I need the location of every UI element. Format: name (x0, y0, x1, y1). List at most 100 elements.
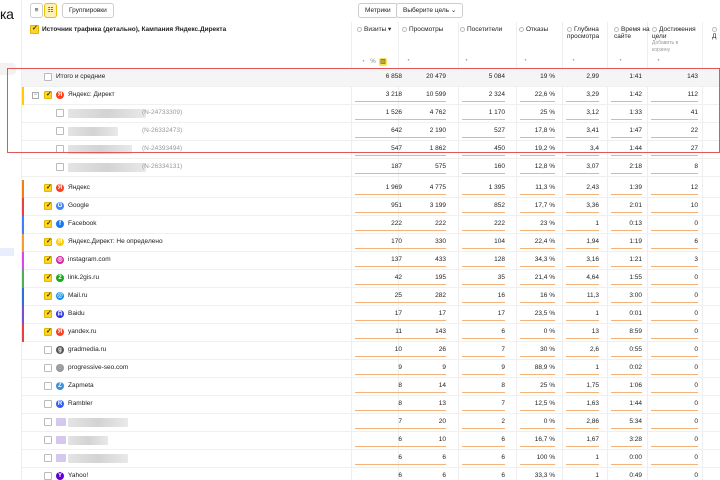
row-label[interactable]: (N-24393494) (142, 145, 183, 152)
table-row[interactable]: (N-26334131) 187 575 160 12,8 % 3,07 2:18 8 (22, 159, 720, 177)
table-row[interactable]: Я Яндекс.Директ: Не определено 170 330 104 22… (22, 234, 720, 252)
grouping-button[interactable]: Группировки (62, 3, 114, 18)
row-label[interactable]: (N-24733309) (142, 109, 183, 116)
row-label[interactable]: Facebook (68, 220, 97, 227)
column-header[interactable]: Просмотры (402, 26, 446, 33)
row-checkbox[interactable] (44, 454, 52, 462)
row-checkbox[interactable] (44, 183, 52, 192)
row-label[interactable]: Rambler (68, 400, 93, 407)
table-row[interactable]: Y Yahoo! 6 6 6 33,3 % 1 0:49 0 (22, 468, 720, 480)
table-row[interactable]: − Я Яндекс: Директ 3 218 10 599 2 324 22,6 % 3,… (22, 87, 720, 105)
row-checkbox[interactable] (44, 418, 52, 426)
table-row[interactable]: Я Яндекс 1 969 4 775 1 395 11,3 % 2,43 1:39 12 (22, 180, 720, 198)
row-label[interactable]: (N-26334131) (142, 163, 183, 170)
pie-chart-icon[interactable]: ◔ (361, 59, 365, 65)
column-info-icon[interactable] (519, 27, 524, 32)
table-row[interactable]: ◌ progressive-seo.com 9 9 9 88,9 % 1 0:02 0 (22, 360, 720, 378)
table-row[interactable]: g gradmedia.ru 10 26 7 30 % 2,6 0:55 0 (22, 342, 720, 360)
column-info-icon[interactable] (652, 27, 657, 32)
row-checkbox[interactable] (44, 382, 52, 390)
row-checkbox[interactable] (44, 346, 52, 354)
table-row[interactable]: Z Zapmeta 8 14 8 25 % 1,75 1:06 0 (22, 378, 720, 396)
percent-icon[interactable]: % (370, 59, 376, 65)
tree-view-icon[interactable]: ☷ (44, 3, 57, 18)
row-checkbox[interactable] (56, 145, 64, 153)
table-row[interactable]: @ Mail.ru 25 282 16 16 % 11,3 3:00 0 (22, 288, 720, 306)
pie-chart-icon[interactable]: ◔ (406, 58, 410, 64)
table-row[interactable]: 6 10 6 16,7 % 1,67 3:28 0 (22, 432, 720, 450)
row-checkbox[interactable] (44, 237, 52, 246)
row-label[interactable]: Яндекс.Директ: Не определено (68, 238, 163, 245)
pie-chart-icon[interactable]: ◔ (523, 58, 527, 64)
column-header[interactable]: Отказы (519, 26, 563, 33)
row-checkbox[interactable] (56, 109, 64, 117)
row-checkbox[interactable] (56, 163, 64, 171)
pie-chart-icon[interactable]: ◔ (618, 58, 622, 64)
row-label[interactable]: yandex.ru (68, 328, 97, 335)
table-row[interactable]: 6 6 6 100 % 1 0:00 0 (22, 450, 720, 468)
row-label[interactable]: gradmedia.ru (68, 346, 107, 353)
metrics-button[interactable]: Метрики (358, 3, 398, 18)
column-header[interactable]: Глубина просмотра (567, 26, 611, 40)
column-header[interactable]: Д (712, 26, 720, 40)
row-label[interactable]: instagram.com (68, 256, 111, 263)
table-row[interactable]: (N-26332473) 642 2 190 527 17,8 % 3,41 1:47 22 (22, 123, 720, 141)
row-checkbox[interactable] (44, 327, 52, 336)
sort-desc-icon[interactable]: ▾ (386, 26, 392, 33)
column-info-icon[interactable] (567, 27, 572, 32)
row-checkbox[interactable] (44, 472, 52, 480)
row-checkbox[interactable] (44, 436, 52, 444)
column-header[interactable]: Время на сайте (614, 26, 658, 40)
column-info-icon[interactable] (402, 27, 407, 32)
row-checkbox[interactable] (44, 90, 52, 99)
row-label[interactable]: Zapmeta (68, 382, 94, 389)
table-row[interactable]: 百 Baidu 17 17 17 23,5 % 1 0:01 0 (22, 306, 720, 324)
column-header[interactable]: Посетители (460, 26, 504, 33)
column-info-icon[interactable] (614, 27, 619, 32)
row-checkbox[interactable] (44, 400, 52, 408)
table-row[interactable]: (N-24393494) 547 1 862 450 19,2 % 3,4 1:44 27 (22, 141, 720, 159)
column-info-icon[interactable] (357, 27, 362, 32)
select-all-checkbox[interactable] (30, 24, 39, 34)
row-label[interactable]: Baidu (68, 310, 85, 317)
row-label[interactable]: Яндекс (68, 184, 90, 191)
collapse-toggle[interactable]: − (32, 92, 39, 99)
goal-select[interactable]: Выберите цель ⌄ (396, 3, 464, 18)
row-checkbox[interactable] (44, 219, 52, 228)
sidebar-active-item[interactable] (0, 63, 16, 75)
row-checkbox[interactable] (44, 309, 52, 318)
column-header[interactable]: Визиты ▾ (357, 26, 401, 33)
pie-chart-icon[interactable]: ◔ (464, 58, 468, 64)
row-label[interactable]: Яндекс: Директ (68, 91, 115, 98)
column-header[interactable]: Достижения цели Добавить в корзину (652, 26, 696, 54)
row-label[interactable]: progressive-seo.com (68, 364, 129, 371)
table-row[interactable]: R Rambler 8 13 7 12,5 % 1,63 1:44 0 (22, 396, 720, 414)
totals-row[interactable]: Итого и средние 6 858 20 479 5 084 19 % 2,99 1… (22, 69, 720, 87)
pie-chart-icon[interactable]: ◔ (571, 58, 575, 64)
row-checkbox[interactable] (44, 273, 52, 282)
row-label[interactable]: Yahoo! (68, 472, 89, 479)
row-label[interactable]: (N-26332473) (142, 127, 183, 134)
table-row[interactable]: ◎ instagram.com 137 433 128 34,3 % 3,16 1:21 3 (22, 252, 720, 270)
row-checkbox[interactable] (44, 73, 52, 81)
list-view-icon[interactable]: ≡ (30, 3, 43, 18)
row-checkbox[interactable] (44, 291, 52, 300)
row-label[interactable]: link.2gis.ru (68, 274, 100, 281)
row-checkbox[interactable] (44, 364, 52, 372)
row-checkbox[interactable] (44, 201, 52, 210)
dimension-header[interactable]: Источник трафика (детально), Кампания Ян… (42, 26, 227, 33)
pie-chart-icon[interactable]: ◔ (656, 58, 660, 64)
table-row[interactable]: (N-24733309) 1 526 4 762 1 170 25 % 3,12 1:33 4… (22, 105, 720, 123)
bar-chart-icon[interactable]: ▥ (379, 58, 387, 66)
row-label[interactable]: Google (68, 202, 89, 209)
table-row[interactable]: G Google 951 3 199 852 17,7 % 3,36 2:01 10 (22, 198, 720, 216)
column-info-icon[interactable] (712, 27, 717, 32)
row-checkbox[interactable] (56, 127, 64, 135)
table-row[interactable]: 7 20 2 0 % 2,86 5:34 0 (22, 414, 720, 432)
row-checkbox[interactable] (44, 255, 52, 264)
table-row[interactable]: f Facebook 222 222 222 23 % 1 0:13 0 (22, 216, 720, 234)
table-row[interactable]: 2 link.2gis.ru 42 195 35 21,4 % 4,64 1:55 0 (22, 270, 720, 288)
row-label[interactable]: Mail.ru (68, 292, 88, 299)
column-info-icon[interactable] (460, 27, 465, 32)
